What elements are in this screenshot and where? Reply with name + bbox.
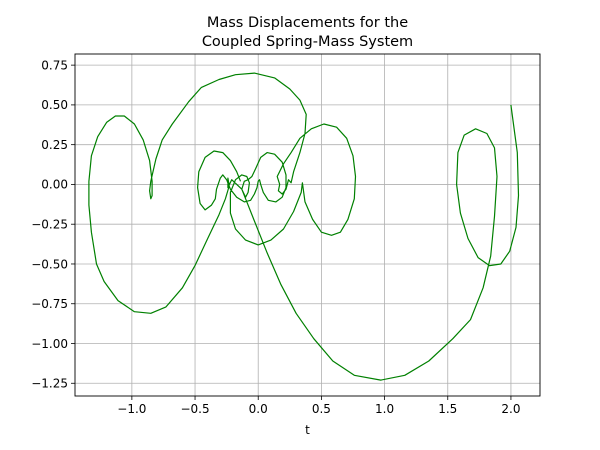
y-tick-label: 0.00 xyxy=(41,178,68,192)
y-tick-label: 0.50 xyxy=(41,98,68,112)
y-axis: 0.75 0.50 0.25 0.00 −0.25 −0.50 −0.75 −1.00 −1.2… xyxy=(31,58,75,391)
chart-title-line-1: Mass Displacements for the xyxy=(207,15,408,31)
y-tick-label: −0.25 xyxy=(31,218,68,232)
y-tick-label: −1.00 xyxy=(31,337,68,351)
y-tick-label: −1.25 xyxy=(31,377,68,391)
series-line-0 xyxy=(88,72,520,381)
y-tick-label: 0.75 xyxy=(41,58,68,72)
plot-area-frame xyxy=(74,53,541,397)
x-tick-label: 1.0 xyxy=(375,402,394,416)
y-tick-label: −0.75 xyxy=(31,297,68,311)
x-axis: −1.0 −0.5 0.0 0.5 1.0 1.5 2.0 xyxy=(117,396,520,416)
x-axis-label: t xyxy=(305,423,310,437)
x-tick-label: 0.0 xyxy=(249,402,268,416)
y-tick-label: −0.50 xyxy=(31,257,68,271)
x-tick-label: 1.5 xyxy=(438,402,457,416)
x-tick-label: 2.0 xyxy=(501,402,520,416)
chart-title-line-2: Coupled Spring-Mass System xyxy=(202,34,413,50)
y-tick-label: 0.25 xyxy=(41,138,68,152)
series-layer xyxy=(88,72,520,381)
x-tick-label: 0.5 xyxy=(312,402,331,416)
x-tick-label: −0.5 xyxy=(180,402,209,416)
x-tick-label: −1.0 xyxy=(117,402,146,416)
